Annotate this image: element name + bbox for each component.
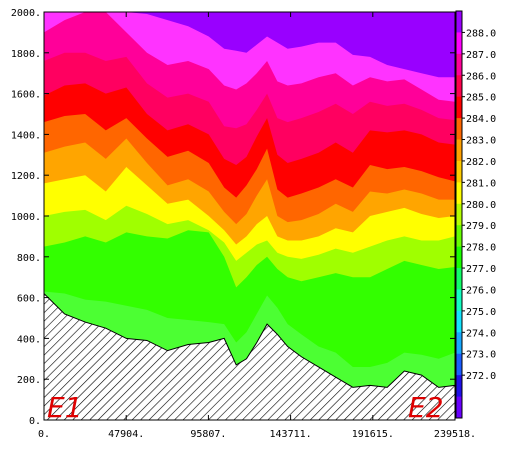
colorbar-swatch [456, 139, 462, 162]
colorbar-swatch [456, 182, 462, 205]
band-c288 [44, 12, 455, 78]
colorbar-swatch [456, 332, 462, 355]
colorbar: 272.0 273.0 274.0 275.0 276.0 277.0 278.0 279.0… [455, 10, 496, 419]
y-tick-label: 2000. [11, 8, 41, 19]
colorbar-label: 284.0 [466, 114, 496, 125]
colorbar-swatch [456, 160, 462, 183]
colorbar-swatch [456, 118, 462, 141]
x-tick-label: 191615. [352, 429, 394, 440]
colorbar-label: 281.0 [466, 178, 496, 189]
colorbar-label: 278.0 [466, 243, 496, 254]
colorbar-label: 276.0 [466, 285, 496, 296]
y-tick-label: 1400. [11, 130, 41, 141]
x-tick-label: 239518. [434, 429, 476, 440]
colorbar-label: 285.0 [466, 93, 496, 104]
x-tick-label: 95807. [190, 429, 226, 440]
colorbar-swatch [456, 353, 462, 376]
colorbar-swatch [456, 203, 462, 226]
colorbar-swatch [456, 268, 462, 290]
colorbar-swatch [456, 375, 462, 398]
y-tick-label: 1800. [11, 49, 41, 60]
colorbar-label: 274.0 [466, 328, 496, 339]
colorbar-label: 279.0 [466, 221, 496, 232]
colorbar-label: 273.0 [466, 350, 496, 361]
colorbar-swatch [456, 32, 462, 55]
x-tick-label: 143711. [270, 429, 312, 440]
colorbar-swatch [456, 225, 462, 248]
colorbar-label: 272.0 [466, 371, 496, 382]
colorbar-swatch [456, 96, 462, 119]
y-tick-label: 800. [17, 253, 41, 264]
terrain-hatch [44, 292, 455, 420]
annotation-e1: E1 [47, 391, 83, 424]
x-tick-label: 0. [38, 429, 50, 440]
colorbar-swatch [456, 310, 462, 333]
colorbar-label: 282.0 [466, 157, 496, 168]
y-tick-label: 1200. [11, 171, 41, 182]
y-tick-label: 1000. [11, 212, 41, 223]
y-tick-label: 0. [29, 416, 41, 427]
colorbar-swatch [456, 246, 462, 269]
x-axis: 0. 47904. 95807. 143711. 191615. 239518. [38, 12, 476, 440]
y-tick-label: 200. [17, 375, 41, 386]
x-tick-label: 47904. [108, 429, 144, 440]
colorbar-swatch [456, 289, 462, 312]
colorbar-label: 277.0 [466, 264, 496, 275]
colorbar-label: 280.0 [466, 200, 496, 211]
colorbar-label: 275.0 [466, 307, 496, 318]
y-tick-label: 1600. [11, 90, 41, 101]
y-tick-label: 400. [17, 334, 41, 345]
y-axis: 0. 200. 400. 600. 800. 1000. 1200. 1400. 1600. 18… [11, 8, 455, 427]
colorbar-swatch [456, 11, 462, 33]
y-tick-label: 600. [17, 294, 41, 305]
annotation-e2: E2 [408, 391, 444, 424]
colorbar-swatch [456, 53, 462, 76]
contour-layers [44, 12, 455, 420]
colorbar-swatch [456, 396, 462, 419]
colorbar-label: 287.0 [466, 50, 496, 61]
colorbar-label: 288.0 [466, 28, 496, 39]
colorbar-label: 286.0 [466, 71, 496, 82]
colorbar-swatch [456, 75, 462, 98]
colorbar-label: 283.0 [466, 136, 496, 147]
